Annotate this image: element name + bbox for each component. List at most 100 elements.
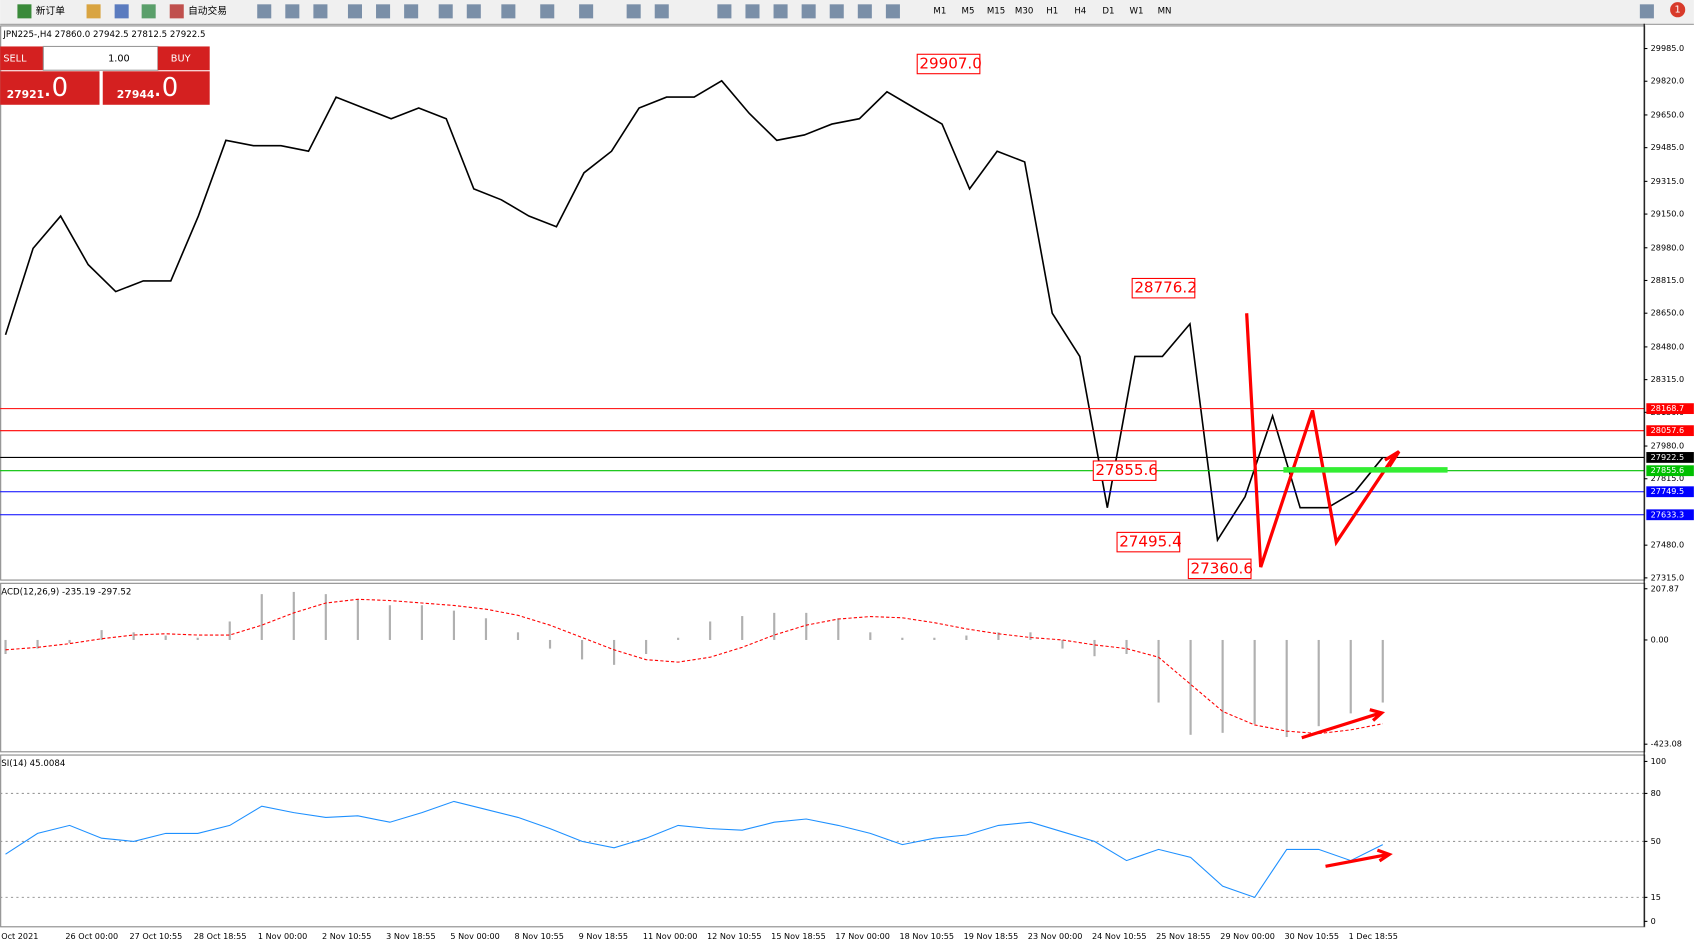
x-tick-label: 3 Nov 18:55: [386, 931, 435, 941]
bid-big[interactable]: .0: [43, 73, 68, 103]
alert-count: 1: [1675, 5, 1681, 16]
level-tag: [1646, 465, 1694, 477]
histogram-bar: [68, 639, 71, 644]
x-tick-label: 9 Nov 18:55: [579, 931, 628, 941]
histogram-bar: [997, 632, 1000, 640]
tool-icons: [257, 4, 1654, 19]
annotation-label: 27495.4: [1119, 533, 1181, 551]
histogram-bar: [4, 639, 7, 655]
bid[interactable]: 27921: [7, 88, 45, 101]
timeframe[interactable]: MN: [1158, 6, 1172, 16]
icon[interactable]: [141, 4, 156, 19]
indicator-title: ACD(12,26,9) -235.19 -297.52: [1, 587, 131, 597]
histogram-bar: [741, 616, 744, 640]
ask-big[interactable]: .0: [154, 73, 179, 103]
x-tick-label: 15 Nov 18:55: [771, 931, 826, 941]
ask-box[interactable]: [102, 71, 210, 105]
arrow-path: [1245, 313, 1398, 568]
bid-box[interactable]: [0, 71, 100, 105]
histogram-bar: [677, 637, 680, 640]
one-click-panel: SELL 1.00 BUY 27921 .0 27944 .0: [0, 45, 210, 105]
annotation-label: 27360.6: [1190, 559, 1252, 577]
histogram-bar: [452, 610, 456, 640]
timeframe[interactable]: H4: [1074, 6, 1086, 16]
sell-label[interactable]: SELL: [3, 53, 27, 64]
annotation-label: 28776.2: [1134, 279, 1196, 297]
level-tag: [1646, 403, 1694, 415]
x-tick-label: 12 Nov 10:55: [707, 931, 762, 941]
y-tick-label: 28815.0: [1651, 275, 1684, 285]
x-tick-label: 25 Nov 18:55: [1156, 931, 1211, 941]
histogram-bar: [709, 621, 712, 640]
macd-arrow: [1301, 708, 1386, 740]
histogram-bar: [837, 618, 840, 640]
histogram-bar: [580, 639, 584, 660]
histogram-bar: [1317, 639, 1320, 727]
histogram-bar: [196, 637, 199, 640]
y-tick-label: 27315.0: [1651, 572, 1684, 582]
timeframe[interactable]: H1: [1046, 6, 1058, 16]
timeframe[interactable]: M1: [933, 6, 946, 16]
timeframe[interactable]: D1: [1102, 6, 1114, 16]
y-tick-label: 28315.0: [1651, 374, 1684, 384]
x-tick-label: 19 Nov 18:55: [964, 931, 1019, 941]
histogram-bar: [1285, 639, 1288, 738]
drawn-arrows: [1245, 313, 1401, 868]
sell-button[interactable]: [0, 46, 44, 71]
y-tick-label: 15: [1651, 892, 1661, 902]
panes: 29985.0 29820.0 29650.0 29485.0 29315.0 29150…: [0, 23, 1694, 941]
y-tick-label: 27815.0: [1651, 473, 1684, 483]
auto-trading-icon[interactable]: [169, 4, 184, 19]
new-order[interactable]: 新订单: [36, 4, 65, 17]
new-order-icon[interactable]: [17, 4, 32, 19]
timeframe[interactable]: M5: [962, 6, 975, 16]
y-tick-label: 207.87: [1651, 583, 1679, 593]
histogram-bar: [516, 632, 520, 640]
y-tick-label: 28480.0: [1651, 341, 1684, 351]
buy-label[interactable]: BUY: [171, 53, 191, 64]
x-tick-label: 28 Oct 18:55: [194, 931, 247, 941]
histogram-bar: [1029, 632, 1032, 640]
x-tick-label: 24 Nov 10:55: [1092, 931, 1147, 941]
histogram-bar: [1349, 639, 1352, 714]
annotation-box: [1116, 531, 1181, 553]
histogram-bar: [36, 639, 39, 649]
y-tick-label: 0.00: [1651, 634, 1669, 644]
rsi-line: [5, 800, 1384, 899]
signal-line: [5, 598, 1383, 735]
auto-trading[interactable]: 自动交易: [188, 4, 227, 17]
x-tick-label: 2 Nov 10:55: [322, 931, 371, 941]
annotation-label: 29907.0: [919, 54, 981, 72]
timeframe[interactable]: M15: [987, 6, 1005, 16]
histogram-bar: [1061, 639, 1064, 649]
histogram-bar: [933, 637, 936, 640]
annotation-box: [1187, 558, 1252, 580]
histogram-bar: [484, 618, 488, 640]
histogram-bar: [356, 599, 359, 640]
y-tick-label: 50: [1651, 836, 1661, 846]
y-tick-label: 29315.0: [1651, 176, 1684, 186]
lot-input[interactable]: [42, 45, 159, 71]
alert-badge[interactable]: [1670, 2, 1686, 18]
y-tick-label: 0: [1651, 916, 1656, 926]
icon[interactable]: [86, 4, 101, 19]
icon[interactable]: [114, 4, 129, 19]
timeframe[interactable]: M30: [1015, 6, 1033, 16]
histogram-bar: [1381, 639, 1384, 703]
indicator-title: SI(14) 45.0084: [1, 759, 65, 769]
level-tag: [1646, 425, 1694, 437]
lot-value[interactable]: 1.00: [108, 53, 130, 64]
annotation-box: [1092, 460, 1157, 481]
x-tick-label: 18 Nov 10:55: [899, 931, 954, 941]
buy-button[interactable]: [157, 46, 210, 71]
x-tick-label: 30 Nov 10:55: [1284, 931, 1339, 941]
rsi-arrow: [1325, 848, 1393, 868]
y-tick-label: 80: [1651, 788, 1661, 798]
timeframe[interactable]: W1: [1129, 6, 1143, 16]
histogram-bar: [1157, 639, 1160, 703]
annotation-box: [916, 53, 981, 75]
y-tick-label: 100: [1651, 756, 1666, 766]
y-tick-label: 28980.0: [1651, 242, 1684, 252]
level-label: 27633.3: [1651, 509, 1684, 519]
ask[interactable]: 27944: [117, 88, 155, 101]
